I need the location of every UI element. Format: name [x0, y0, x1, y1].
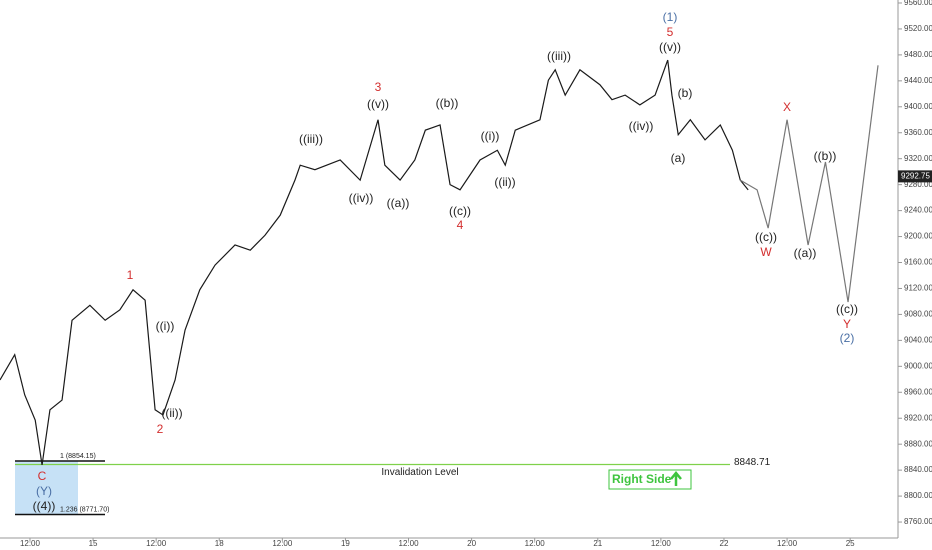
wave-label: 4 [457, 218, 464, 232]
wave-label: ((a)) [387, 196, 410, 210]
wave-label: (2) [840, 331, 855, 345]
x-tick-label: 25 [846, 539, 855, 548]
x-tick-label: 19 [341, 539, 350, 548]
wave-label: ((i)) [156, 319, 175, 333]
wave-label: ((ii)) [494, 175, 515, 189]
wave-label: ((iv)) [629, 119, 654, 133]
wave-label: (a) [671, 151, 686, 165]
y-tick-label: 9560.00 [904, 0, 932, 7]
wave-label: ((iii)) [547, 49, 571, 63]
invalidation-value: 8848.71 [734, 457, 771, 468]
wave-label: 5 [667, 25, 674, 39]
y-tick-label: 8800.00 [904, 491, 932, 500]
x-tick-label: 12:00 [272, 539, 293, 548]
x-tick-label: 12:00 [777, 539, 798, 548]
y-tick-label: 9040.00 [904, 335, 932, 344]
x-tick-label: 12:00 [651, 539, 672, 548]
y-tick-label: 9200.00 [904, 232, 932, 241]
wave-label: ((b)) [814, 149, 837, 163]
x-tick-label: 22 [720, 539, 729, 548]
last-price-label: 9292.75 [901, 171, 930, 180]
wave-label: C [38, 469, 47, 483]
wave-label: ((v)) [367, 97, 389, 111]
y-tick-label: 9240.00 [904, 206, 932, 215]
wave-label: (b) [678, 86, 693, 100]
y-tick-label: 9520.00 [904, 24, 932, 33]
y-tick-label: 9400.00 [904, 102, 932, 111]
wave-label: (Y) [36, 484, 52, 498]
price-line [0, 59, 749, 466]
projection-line [739, 65, 879, 303]
y-tick-label: 9480.00 [904, 50, 932, 59]
right-side-frame [608, 469, 692, 490]
y-tick-label: 9280.00 [904, 180, 932, 189]
wave-label: ((c)) [449, 204, 471, 218]
wave-label: 3 [375, 80, 382, 94]
y-tick-label: 8920.00 [904, 413, 932, 422]
x-tick-label: 12:00 [399, 539, 420, 548]
y-tick-label: 8960.00 [904, 387, 932, 396]
wave-label: Y [843, 317, 851, 331]
last-price-tag [898, 170, 932, 183]
wave-label: 2 [157, 422, 164, 436]
up-arrow [670, 471, 682, 486]
y-tick-label: 9440.00 [904, 76, 932, 85]
x-tick-label: 18 [215, 539, 224, 548]
x-tick-label: 20 [467, 539, 476, 548]
wave-label: ((4)) [33, 499, 56, 513]
wave-label: ((ii)) [161, 406, 182, 420]
y-tick-label: 8760.00 [904, 517, 932, 526]
fib-label: 1 (8854.15) [60, 453, 96, 460]
y-tick-label: 8840.00 [904, 465, 932, 474]
wave-label: ((b)) [436, 96, 459, 110]
wave-label: ((a)) [794, 246, 817, 260]
fib-label: 1.236 (8771.70) [60, 506, 109, 513]
x-tick-label: 12:00 [525, 539, 546, 548]
y-tick-label: 9360.00 [904, 128, 932, 137]
fib-zone [15, 460, 78, 515]
wave-label: W [760, 245, 772, 259]
y-tick-label: 9120.00 [904, 284, 932, 293]
wave-label: ((i)) [481, 129, 500, 143]
wave-label: ((iii)) [299, 132, 323, 146]
wave-label: ((c)) [755, 230, 777, 244]
y-tick-label: 9320.00 [904, 154, 932, 163]
invalidation-label: Invalidation Level [381, 467, 458, 478]
wave-label: 1 [127, 268, 134, 282]
x-tick-label: 12:00 [146, 539, 167, 548]
wave-label: ((iv)) [349, 191, 374, 205]
x-tick-label: 12:00 [20, 539, 41, 548]
wave-label: X [783, 100, 791, 114]
wave-label: (1) [663, 10, 678, 24]
y-tick-label: 9080.00 [904, 310, 932, 319]
right-side-text: Right Side [612, 472, 672, 486]
x-tick-label: 15 [89, 539, 98, 548]
wave-label: ((c)) [836, 302, 858, 316]
y-tick-label: 8880.00 [904, 439, 932, 448]
x-tick-label: 21 [593, 539, 602, 548]
y-tick-label: 9000.00 [904, 361, 932, 370]
wave-label: ((v)) [659, 40, 681, 54]
y-tick-label: 9160.00 [904, 258, 932, 267]
right-side-box: Right Side [608, 469, 692, 490]
